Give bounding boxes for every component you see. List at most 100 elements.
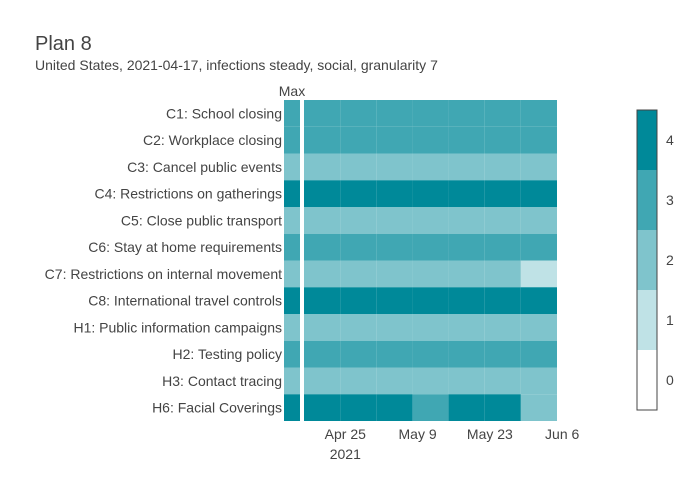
colorbar-tick-label: 0	[666, 372, 674, 388]
row-labels: C1: School closing C2: Workplace closing C…	[45, 105, 282, 415]
x-tick-label: May 23	[467, 426, 513, 442]
heatmap-cell	[412, 100, 449, 127]
heatmap-cell	[448, 287, 485, 314]
heatmap-cell	[448, 153, 485, 181]
max-cell	[284, 207, 300, 234]
heatmap-cell	[412, 260, 449, 288]
heatmap-cell	[448, 126, 485, 154]
heatmap-cell	[412, 180, 449, 207]
chart-title: Plan 8	[35, 33, 92, 55]
heatmap-cell	[484, 260, 521, 288]
heatmap-cell	[484, 394, 521, 421]
heatmap-cell	[304, 367, 341, 395]
heatmap-cell	[376, 100, 413, 127]
heatmap-cell	[304, 394, 341, 421]
heatmap-cell	[340, 340, 377, 368]
max-cell	[284, 126, 300, 154]
heatmap-cell	[376, 233, 413, 261]
row-label: H6: Facial Coverings	[152, 400, 282, 416]
heatmap-cell	[520, 207, 557, 234]
heatmap-cell	[412, 233, 449, 261]
heatmap-cell	[484, 287, 521, 314]
heatmap-cell	[304, 100, 341, 127]
colorbar-segment	[637, 350, 657, 410]
max-column-label: Max	[279, 83, 305, 99]
heatmap-cell	[304, 314, 341, 341]
heatmap-cell	[304, 180, 341, 207]
colorbar-tick-label: 1	[666, 312, 674, 328]
heatmap-cell	[376, 287, 413, 314]
max-cell	[284, 367, 300, 395]
heatmap-cell	[340, 180, 377, 207]
heatmap-cell	[376, 180, 413, 207]
heatmap-cells	[304, 100, 557, 421]
colorbar-segment	[637, 170, 657, 230]
heatmap-cell	[448, 100, 485, 127]
heatmap-cell	[448, 394, 485, 421]
heatmap-cell	[448, 340, 485, 368]
heatmap-cell	[340, 153, 377, 181]
heatmap-cell	[520, 100, 557, 127]
heatmap-cell	[520, 233, 557, 261]
heatmap-cell	[340, 314, 377, 341]
heatmap-cell	[376, 126, 413, 154]
max-cell	[284, 340, 300, 368]
heatmap-cell	[304, 260, 341, 288]
heatmap-cell	[448, 260, 485, 288]
heatmap-cell	[520, 260, 557, 288]
max-cell	[284, 260, 300, 288]
heatmap-cell	[520, 367, 557, 395]
colorbar-outline	[636, 109, 658, 411]
colorbar: 0 1 2 3 4	[636, 109, 674, 411]
heatmap-cell	[412, 287, 449, 314]
max-column	[284, 100, 300, 421]
heatmap-cell	[520, 126, 557, 154]
max-cell	[284, 180, 300, 207]
heatmap-cell	[304, 207, 341, 234]
heatmap-cell	[340, 287, 377, 314]
x-axis-ticks: Apr 25 2021 May 9 May 23 Jun 6	[325, 426, 580, 462]
heatmap-cell	[412, 367, 449, 395]
heatmap-cell	[520, 340, 557, 368]
heatmap-cell	[340, 207, 377, 234]
heatmap-cell	[484, 233, 521, 261]
heatmap-cell	[304, 340, 341, 368]
heatmap-cell	[376, 340, 413, 368]
colorbar-tick-label: 2	[666, 252, 674, 268]
x-tick-label: Jun 6	[545, 426, 579, 442]
x-tick-sublabel: 2021	[330, 446, 361, 462]
heatmap-cell	[520, 394, 557, 421]
max-cell	[284, 153, 300, 181]
max-cell	[284, 314, 300, 341]
heatmap-cell	[484, 340, 521, 368]
row-label: C5: Close public transport	[121, 212, 282, 228]
heatmap-cell	[412, 314, 449, 341]
row-label: C8: International travel controls	[88, 293, 282, 309]
heatmap-cell	[484, 314, 521, 341]
heatmap-cell	[376, 207, 413, 234]
heatmap-cell	[376, 394, 413, 421]
row-label: C3: Cancel public events	[127, 159, 282, 175]
row-label: H2: Testing policy	[173, 346, 282, 362]
heatmap-cell	[376, 153, 413, 181]
heatmap-cell	[520, 287, 557, 314]
row-label: C6: Stay at home requirements	[88, 239, 282, 255]
heatmap-cell	[448, 180, 485, 207]
heatmap-cell	[304, 153, 341, 181]
heatmap-cell	[340, 394, 377, 421]
heatmap-cell	[484, 180, 521, 207]
heatmap-cell	[304, 287, 341, 314]
row-label: C1: School closing	[166, 105, 282, 121]
heatmap-cell	[448, 207, 485, 234]
row-label: C4: Restrictions on gatherings	[94, 186, 282, 202]
row-label: H3: Contact tracing	[162, 373, 282, 389]
heatmap-cell	[376, 260, 413, 288]
max-cell	[284, 287, 300, 314]
heatmap-cell	[340, 100, 377, 127]
heatmap-cell	[340, 126, 377, 154]
heatmap-cell	[484, 100, 521, 127]
heatmap-cell	[412, 153, 449, 181]
heatmap-cell	[484, 367, 521, 395]
x-tick-label: Apr 25	[325, 426, 366, 442]
heatmap-cell	[376, 367, 413, 395]
